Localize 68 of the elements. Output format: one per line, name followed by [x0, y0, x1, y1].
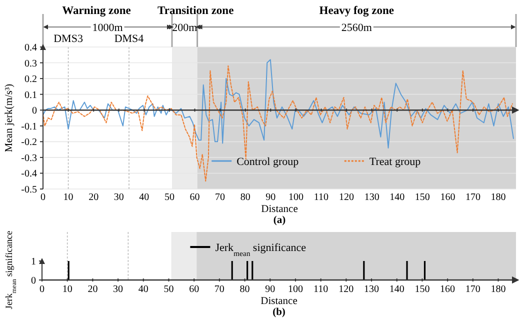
- y-tick-label: 0: [32, 106, 37, 117]
- y-tick-label: 0.1: [24, 90, 37, 101]
- line-series: [42, 59, 514, 148]
- x-tick-label: 20: [88, 192, 99, 203]
- x-tick-label: 10: [62, 284, 72, 295]
- x-tick-label: 80: [240, 192, 250, 203]
- x-tick-label: 140: [389, 284, 404, 295]
- x-tick-label: 150: [414, 284, 430, 295]
- y-tick-label: -0.5: [21, 184, 37, 196]
- x-tick-label: 180: [490, 284, 506, 295]
- x-tick-label: 30: [113, 284, 124, 295]
- y-tick-label: 0.3: [24, 58, 37, 70]
- text: 1000m: [92, 22, 124, 34]
- x-tick-label: 60: [189, 284, 200, 295]
- x-tick-label: 160: [440, 284, 456, 295]
- y-tick-label: 1: [31, 256, 36, 268]
- y-tick-label: -0.1: [21, 121, 37, 132]
- x-tick-label: 20: [88, 284, 98, 295]
- x-tick-label: 90: [266, 192, 276, 203]
- band-label: Heavy fog zone: [319, 5, 394, 17]
- x-tick-label: 90: [265, 284, 276, 295]
- y-tick-label: -0.4: [21, 168, 37, 180]
- x-tick-label: 110: [314, 284, 328, 295]
- y-tick-label: 0: [31, 276, 36, 286]
- text: 200m: [172, 22, 198, 34]
- band-label: Transition zone: [158, 5, 234, 17]
- x-tick-label: 0: [40, 192, 46, 203]
- x-tick-label: 10: [63, 192, 74, 203]
- x-tick-label: 100: [288, 192, 304, 203]
- x-tick-label: 140: [390, 192, 405, 203]
- y-tick-label: -0.2: [21, 137, 37, 148]
- text: (a): [273, 215, 286, 226]
- x-axis-title: Distance: [260, 296, 298, 307]
- y-tick-label: 0.2: [24, 74, 37, 86]
- line-series: [42, 65, 513, 182]
- x-axis-title: Distance: [261, 204, 298, 215]
- x-tick-label: 130: [364, 284, 380, 295]
- x-tick-label: 130: [364, 192, 380, 203]
- x-tick-label: 180: [490, 192, 506, 203]
- y-tick-label: -0.3: [21, 152, 37, 164]
- legend-label: Treat group: [369, 156, 422, 168]
- ref-line-label: DMS4: [114, 33, 144, 45]
- x-tick-label: 120: [338, 284, 354, 295]
- text: Warning zone: [62, 5, 131, 17]
- y-axis-title: Mean jerk(m/s³): [4, 83, 15, 152]
- ref-line-label: DMS3: [54, 33, 84, 45]
- x-tick-label: 60: [190, 192, 200, 203]
- text: 2560m: [341, 22, 372, 34]
- x-tick-label: 80: [240, 284, 250, 295]
- x-tick-label: 70: [214, 284, 224, 295]
- x-tick-label: 110: [314, 192, 329, 203]
- x-tick-label: 0: [40, 284, 44, 295]
- x-tick-label: 50: [164, 284, 174, 295]
- x-tick-label: 170: [465, 284, 480, 295]
- x-tick-label: 100: [288, 284, 303, 295]
- x-tick-label: 150: [414, 192, 430, 203]
- x-tick-label: 160: [440, 192, 456, 203]
- x-tick-label: 170: [466, 192, 480, 203]
- x-tick-label: 70: [215, 192, 226, 203]
- x-tick-label: 40: [139, 192, 150, 203]
- x-tick-label: 50: [164, 192, 174, 203]
- x-tick-label: 40: [138, 284, 148, 295]
- text: (b): [272, 307, 286, 318]
- x-tick-label: 120: [339, 192, 354, 203]
- legend-label: Jerk$_{mean}$ significance: [215, 242, 306, 258]
- y-tick-label: 0.4: [24, 42, 37, 54]
- legend-label: Control group: [236, 156, 300, 168]
- x-tick-label: 30: [114, 192, 124, 203]
